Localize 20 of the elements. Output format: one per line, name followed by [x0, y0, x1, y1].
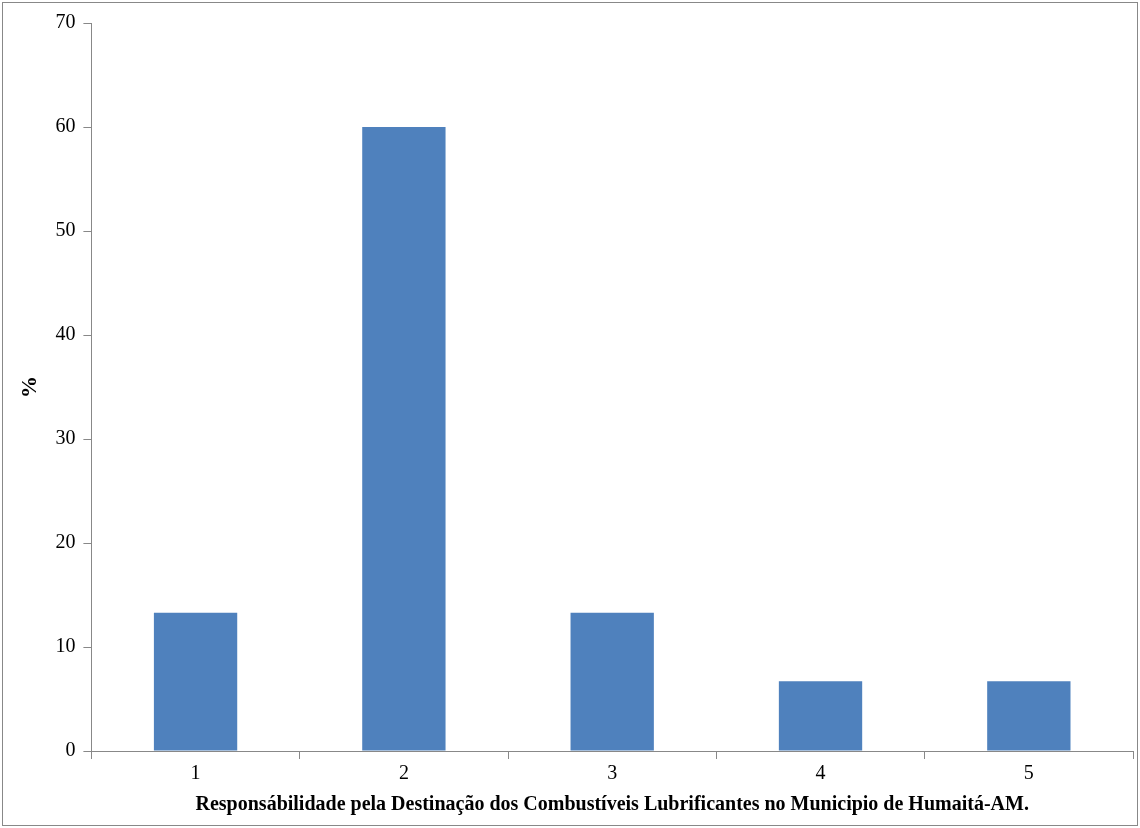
bar — [570, 612, 654, 751]
y-tick-label: 20 — [55, 530, 76, 553]
x-tick-label: 3 — [607, 761, 618, 784]
y-tick-label: 10 — [55, 634, 76, 657]
x-tick-label: 1 — [190, 761, 201, 784]
y-tick-label: 50 — [55, 218, 76, 241]
bar — [987, 681, 1071, 751]
y-tick-label: 70 — [55, 10, 76, 33]
x-tick-label: 4 — [815, 761, 826, 784]
x-tick-label: 5 — [1023, 761, 1034, 784]
y-tick-label: 60 — [55, 114, 76, 137]
y-tick-label: 0 — [65, 738, 76, 761]
y-axis-title: % — [15, 376, 41, 398]
bar — [362, 127, 446, 751]
bar — [153, 612, 238, 751]
x-tick-label: 2 — [398, 761, 409, 784]
x-axis-title: Responsábilidade pela Destinação dos Combustíveis Lubrificantes no Municipio de Humaitá-AM. — [195, 792, 1029, 816]
y-tick-label: 40 — [55, 322, 76, 345]
bar — [778, 681, 863, 751]
y-tick-label: 30 — [55, 426, 76, 449]
